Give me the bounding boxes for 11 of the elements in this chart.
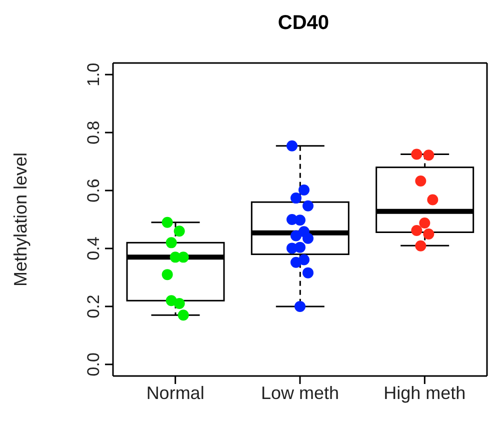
x-tick-label: Normal <box>146 382 204 403</box>
x-tick-label: Low meth <box>260 382 340 403</box>
y-tick-label: 0.2 <box>84 294 103 318</box>
x-tick-label: High meth <box>384 382 466 403</box>
y-axis-title: Methylation level <box>10 152 30 287</box>
y-tick-label: 1.0 <box>84 62 103 86</box>
y-tick-label: 0.4 <box>84 236 103 260</box>
chart-title: CD40 <box>276 11 330 36</box>
y-tick-label: 0.8 <box>84 120 103 144</box>
y-tick-label: 0.6 <box>84 178 103 202</box>
y-tick-label: 0.0 <box>84 352 103 376</box>
